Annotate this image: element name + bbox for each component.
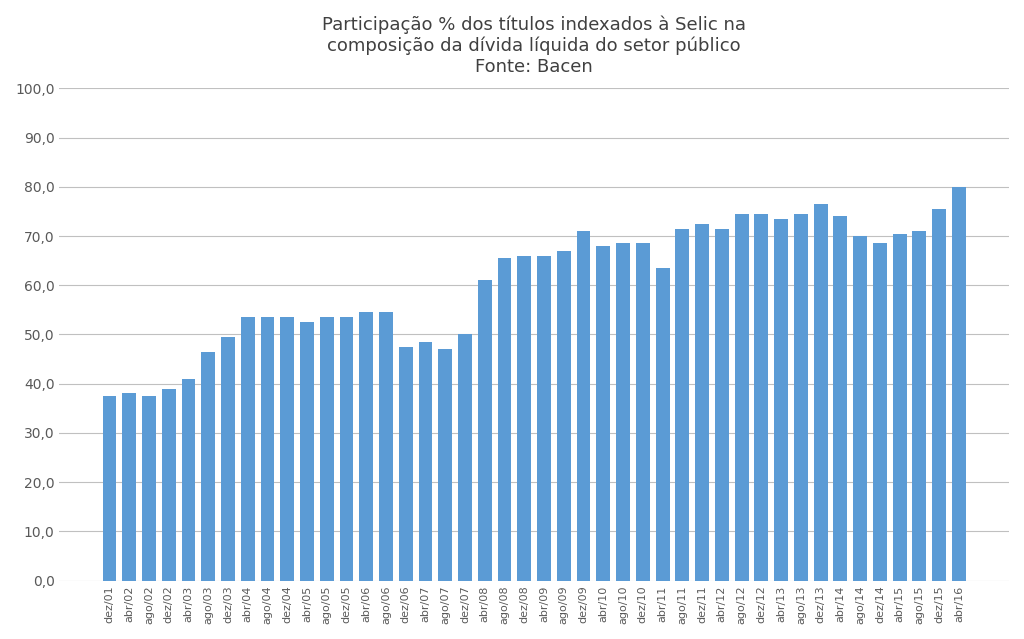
Title: Participação % dos títulos indexados à Selic na
composição da dívida líquida do : Participação % dos títulos indexados à S… — [323, 15, 746, 75]
Bar — [873, 243, 887, 580]
Bar — [695, 224, 709, 580]
Bar — [340, 317, 353, 580]
Bar — [774, 219, 788, 580]
Bar — [260, 317, 274, 580]
Bar — [538, 256, 551, 580]
Bar — [419, 342, 432, 580]
Bar — [577, 231, 591, 580]
Bar — [834, 217, 847, 580]
Bar — [458, 334, 472, 580]
Bar — [655, 268, 670, 580]
Bar — [221, 337, 234, 580]
Bar — [517, 256, 531, 580]
Bar — [202, 351, 215, 580]
Bar — [932, 209, 946, 580]
Bar — [794, 214, 808, 580]
Bar — [478, 281, 492, 580]
Bar — [755, 214, 768, 580]
Bar — [300, 322, 314, 580]
Bar — [853, 236, 867, 580]
Bar — [715, 229, 729, 580]
Bar — [281, 317, 294, 580]
Bar — [893, 233, 906, 580]
Bar — [952, 187, 966, 580]
Bar — [676, 229, 689, 580]
Bar — [162, 389, 176, 580]
Bar — [102, 396, 117, 580]
Bar — [399, 347, 413, 580]
Bar — [734, 214, 749, 580]
Bar — [616, 243, 630, 580]
Bar — [814, 204, 827, 580]
Bar — [122, 394, 136, 580]
Bar — [498, 258, 511, 580]
Bar — [557, 250, 570, 580]
Bar — [319, 317, 334, 580]
Bar — [379, 312, 393, 580]
Bar — [142, 396, 156, 580]
Bar — [636, 243, 650, 580]
Bar — [241, 317, 255, 580]
Bar — [359, 312, 373, 580]
Bar — [438, 349, 453, 580]
Bar — [596, 246, 610, 580]
Bar — [912, 231, 927, 580]
Bar — [181, 379, 196, 580]
